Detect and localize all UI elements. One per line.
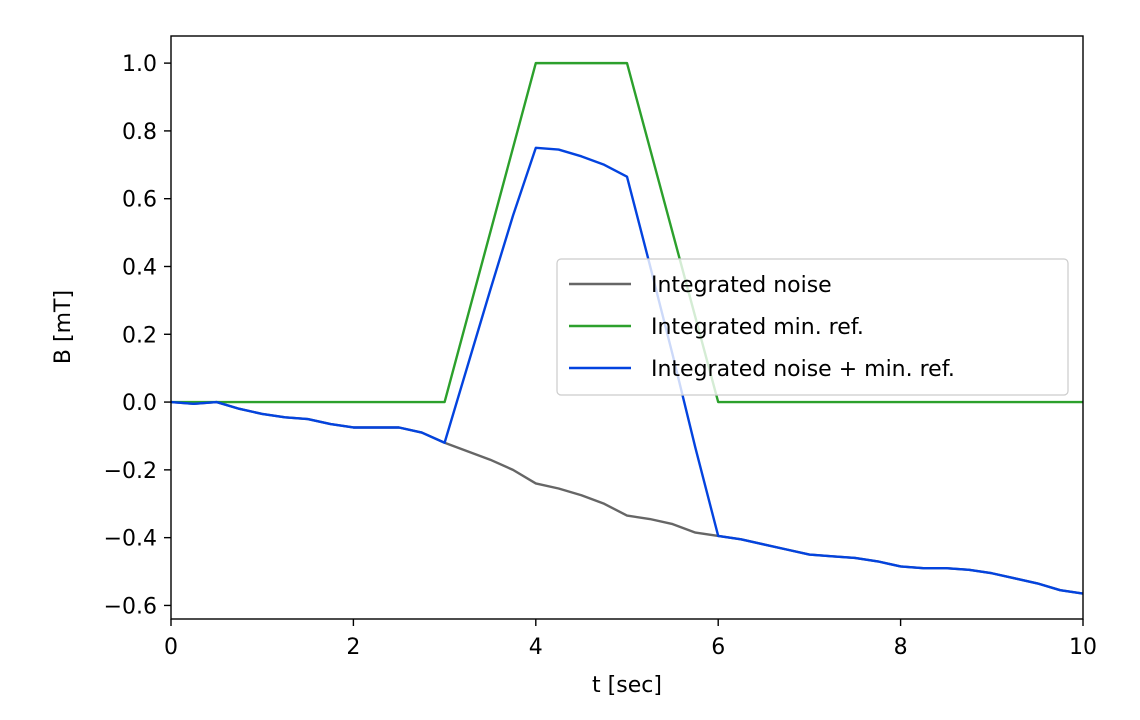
legend-label: Integrated min. ref.	[651, 315, 864, 340]
x-tick-label: 10	[1069, 635, 1097, 660]
y-tick-label: 0.2	[122, 323, 157, 348]
legend-box	[556, 258, 1069, 396]
series-line-0	[171, 400, 1083, 595]
y-tick-label: −0.4	[104, 527, 157, 552]
legend: Integrated noise Integrated min. ref. Inte…	[556, 258, 1069, 396]
y-axis-label: B [mT]	[51, 290, 76, 364]
series-line-1	[171, 61, 1083, 404]
legend-label: Integrated noise + min. ref.	[651, 357, 955, 382]
series-line-2	[171, 146, 1083, 595]
y-tick-label: 0.4	[122, 255, 157, 280]
y-tick-label: 1.0	[122, 52, 157, 77]
y-tick-label: −0.6	[104, 594, 157, 619]
y-tick-label: 0.0	[122, 391, 157, 416]
y-tick-label: 0.6	[122, 188, 157, 213]
x-tick-label: 2	[346, 635, 360, 660]
x-tick-label: 0	[164, 635, 178, 660]
y-tick-label: −0.2	[104, 459, 157, 484]
x-axis-label: t [sec]	[592, 673, 662, 698]
y-tick-label: 0.8	[122, 120, 157, 145]
legend-label: Integrated noise	[651, 273, 832, 298]
ticks-layer: 0 2 4 6 8 10 −0.6 −0.4 −0.2 0.0 0.2 0.4 0.6 0.8 1.0	[104, 52, 1097, 660]
series-layer	[171, 61, 1083, 595]
x-tick-label: 6	[711, 635, 725, 660]
x-tick-label: 4	[529, 635, 543, 660]
plot-frame	[170, 35, 1084, 620]
x-tick-label: 8	[894, 635, 908, 660]
